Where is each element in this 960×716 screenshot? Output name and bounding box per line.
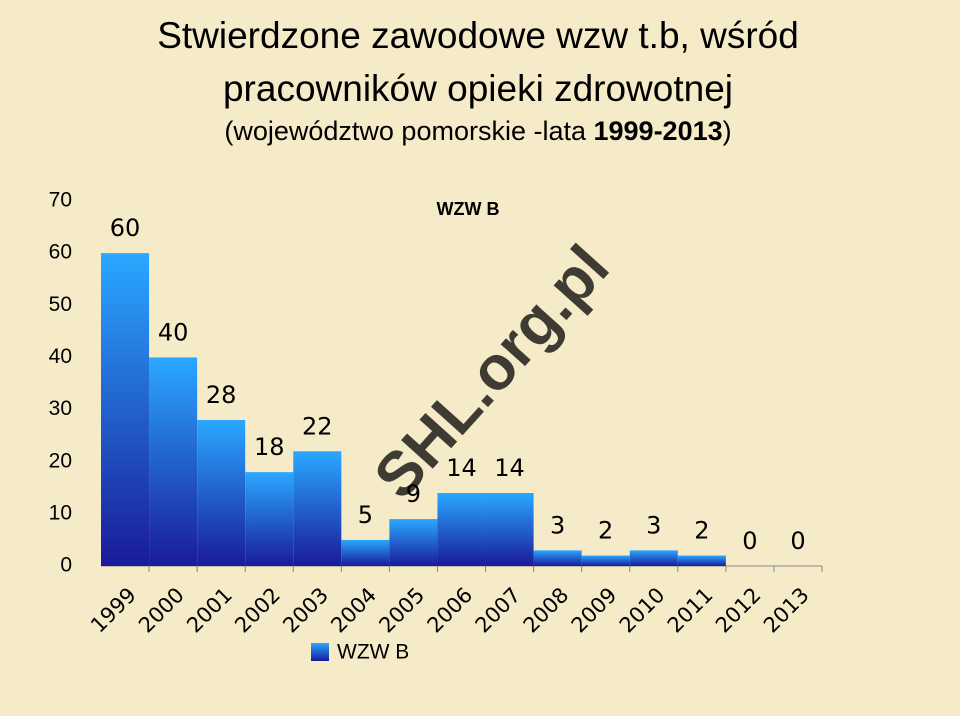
y-tick-label: 20 [49,449,72,472]
value-label: 2 [598,517,613,545]
y-tick-label: 40 [49,345,72,368]
bar [389,519,438,566]
value-label: 14 [446,454,477,482]
legend-swatch [311,643,329,661]
legend-label: WZW B [337,641,409,664]
value-label: 3 [646,511,661,539]
bar [581,555,630,566]
value-label: 40 [158,318,189,346]
bar [341,539,390,566]
value-label: 2 [694,517,709,545]
value-label: 9 [406,480,421,508]
y-tick-label: 70 [49,189,72,212]
bar [677,555,726,566]
y-tick-label: 0 [60,554,72,577]
value-label: 28 [206,381,237,409]
subtitle-part: (województwo pomorskie -lata [224,116,593,146]
subtitle-part: ) [723,116,732,146]
y-tick-label: 10 [49,501,72,524]
bar [533,550,582,566]
bar [101,253,150,566]
value-label: 60 [110,214,141,242]
bar [293,451,342,566]
bar [485,493,534,566]
value-label: 0 [790,527,805,555]
value-label: 5 [358,501,373,529]
value-label: 14 [494,454,525,482]
value-label: 22 [302,412,333,440]
bar [629,550,678,566]
chart-title: Stwierdzone zawodowe wzw t.b, wśród [157,15,799,56]
y-tick-label: 60 [49,241,72,264]
value-label: 3 [550,511,565,539]
chart-subtitle: (województwo pomorskie -lata 1999-2013) [224,116,731,146]
subtitle-part: 1999-2013 [594,116,723,146]
series-title: WZW B [437,199,500,219]
chart-title: pracowników opieki zdrowotnej [223,68,733,109]
value-label: 18 [254,433,285,461]
value-label: 0 [742,527,757,555]
y-tick-label: 50 [49,293,72,316]
bar [245,472,294,566]
bar [437,493,486,566]
bar [197,420,246,566]
y-tick-label: 30 [49,397,72,420]
bar [149,357,198,566]
